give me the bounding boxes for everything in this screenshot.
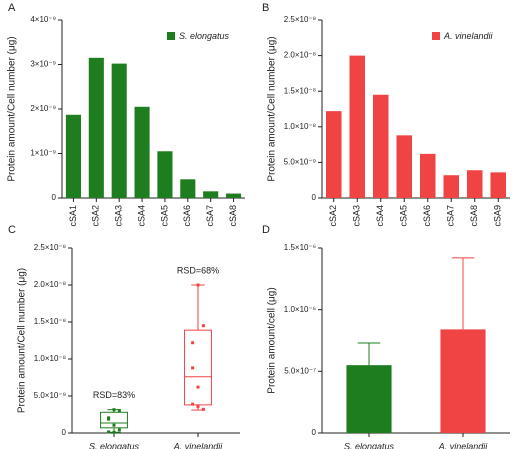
x-tick-label: cSA5: [399, 205, 409, 227]
bar: [203, 191, 219, 198]
x-tick-label: S. elongatus: [89, 441, 140, 449]
y-tick-label: 2.0×10⁻⁸: [284, 51, 316, 60]
x-tick-label: cSA3: [114, 205, 124, 227]
x-tick-label: cSA4: [375, 205, 385, 227]
x-tick-label: cSA6: [422, 205, 432, 227]
bar: [157, 151, 173, 198]
legend-label: S. elongatus: [179, 31, 230, 41]
point: [107, 430, 111, 434]
y-tick-label: 1.0×10⁻⁸: [34, 354, 66, 363]
point: [201, 407, 205, 411]
y-axis-label: Protein amount/Cell number (μg): [17, 268, 28, 413]
y-tick-label: 0: [62, 428, 67, 437]
y-tick-label: 2.5×10⁻⁸: [284, 15, 316, 24]
bar: [349, 55, 366, 198]
y-axis-label: Protein amount/cell (μg): [267, 287, 278, 393]
annotation: RSD=83%: [93, 390, 135, 400]
point: [196, 283, 200, 287]
y-tick-label: 1.5×10⁻⁸: [34, 317, 66, 326]
legend-swatch: [432, 32, 440, 40]
x-tick-label: cSA3: [352, 205, 362, 227]
point: [196, 404, 200, 408]
y-tick-label: 1.5×10⁻⁶: [284, 243, 316, 252]
panel-label: A: [8, 2, 16, 14]
point: [117, 428, 121, 432]
point: [196, 385, 200, 389]
bar: [111, 63, 127, 198]
bar: [134, 106, 150, 198]
bar: [440, 329, 486, 433]
y-tick-label: 0: [312, 193, 317, 202]
bar: [419, 153, 436, 198]
box: [184, 329, 212, 406]
y-tick-label: 3×10⁻⁹: [30, 60, 56, 69]
point: [201, 324, 205, 328]
x-tick-label: cSA1: [68, 205, 78, 227]
x-tick-label: cSA9: [493, 205, 503, 227]
legend-label: A. vinelandii: [443, 31, 494, 41]
bar: [180, 179, 196, 198]
bar: [226, 193, 242, 198]
y-tick-label: 1×10⁻⁹: [30, 149, 56, 158]
y-tick-label: 1.0×10⁻⁸: [284, 122, 316, 131]
point: [112, 430, 116, 434]
y-tick-label: 2.0×10⁻⁸: [34, 280, 66, 289]
y-axis-label: Protein amount/Cell number (μg): [267, 36, 278, 181]
x-tick-label: cSA8: [469, 205, 479, 227]
point: [191, 366, 195, 370]
x-tick-label: cSA5: [159, 205, 169, 227]
x-tick-label: S. elongatus: [344, 441, 395, 449]
bar: [466, 170, 483, 198]
panel-label: D: [262, 224, 270, 236]
bar: [325, 111, 342, 198]
y-tick-label: 2.5×10⁻⁸: [34, 243, 66, 252]
x-tick-label: cSA4: [136, 205, 146, 227]
box: [100, 411, 128, 429]
annotation: RSD=68%: [177, 265, 219, 275]
bar: [65, 114, 81, 198]
y-tick-label: 5.0×10⁻⁹: [284, 158, 316, 167]
x-tick-label: cSA7: [205, 205, 215, 227]
bar: [372, 94, 389, 198]
bar: [88, 57, 104, 199]
panel-label: C: [8, 224, 16, 236]
y-tick-label: 0: [52, 193, 57, 202]
bar: [490, 172, 507, 198]
x-tick-label: cSA8: [228, 205, 238, 227]
bar: [396, 135, 413, 198]
y-tick-label: 2×10⁻⁹: [30, 104, 56, 113]
x-tick-label: cSA6: [182, 205, 192, 227]
y-tick-label: 4×10⁻⁹: [30, 15, 56, 24]
point: [117, 409, 121, 413]
y-tick-label: 1.0×10⁻⁶: [284, 305, 316, 314]
point: [112, 408, 116, 412]
bar: [346, 365, 392, 433]
bar: [443, 175, 460, 198]
point: [112, 423, 116, 427]
y-tick-label: 1.5×10⁻⁸: [284, 86, 316, 95]
x-tick-label: A. vinelandii: [173, 441, 224, 449]
point: [191, 402, 195, 406]
legend-swatch: [167, 32, 175, 40]
y-tick-label: 5.0×10⁻⁹: [34, 391, 66, 400]
y-tick-label: 5.0×10⁻⁷: [284, 366, 316, 375]
point: [191, 341, 195, 345]
point: [107, 416, 111, 420]
x-tick-label: A. vinelandii: [438, 441, 489, 449]
x-tick-label: cSA2: [328, 205, 338, 227]
y-tick-label: 0: [312, 428, 317, 437]
x-tick-label: cSA2: [91, 205, 101, 227]
x-tick-label: cSA7: [446, 205, 456, 227]
panel-label: B: [262, 2, 269, 14]
y-axis-label: Protein amount/Cell number (μg): [7, 36, 18, 181]
